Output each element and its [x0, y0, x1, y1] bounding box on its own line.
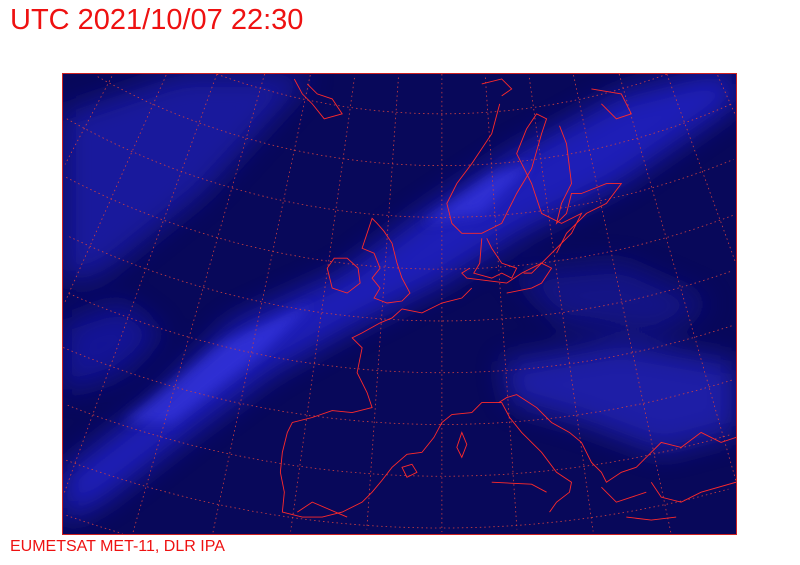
coastlines [279, 78, 736, 521]
meridian-line [666, 74, 736, 262]
meridian-line [573, 75, 672, 533]
parallel-line [66, 118, 734, 218]
parallel-line [69, 236, 731, 322]
parallel-line [66, 515, 123, 534]
parallel-line [97, 76, 731, 166]
meridian-line [132, 74, 265, 534]
meridian-line [366, 77, 399, 530]
meridian-line [290, 77, 355, 532]
meridian-line [528, 77, 594, 532]
meridian-line [64, 76, 113, 165]
parallel-line [66, 459, 729, 529]
meridian-line [618, 74, 736, 481]
meridian-line [212, 75, 311, 533]
parallel-line [216, 74, 668, 115]
satellite-map [62, 73, 737, 535]
parallel-line [68, 293, 734, 374]
parallel-line [63, 347, 734, 425]
data-source-credit: EUMETSAT MET-11, DLR IPA [10, 538, 225, 555]
parallel-line [67, 404, 732, 477]
meridian-line [64, 75, 167, 303]
timestamp-title: UTC 2021/10/07 22:30 [10, 4, 304, 36]
meridian-line [484, 77, 518, 530]
